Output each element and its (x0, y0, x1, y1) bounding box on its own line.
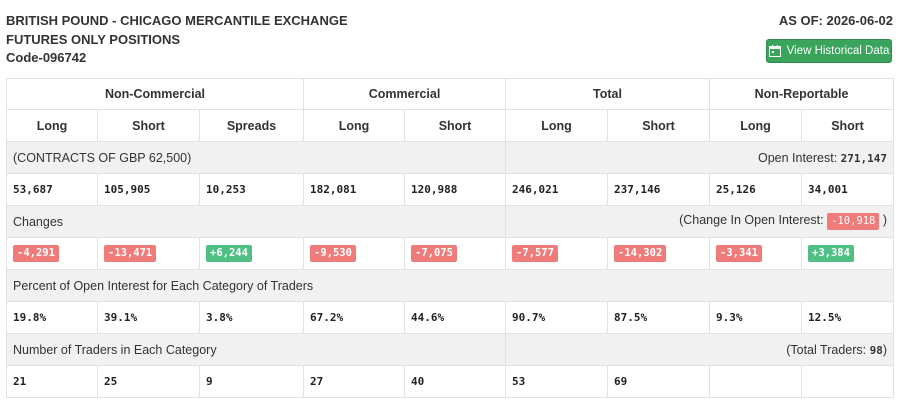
percent-cell: 12.5% (801, 301, 895, 334)
contracts-label: (CONTRACTS OF GBP 62,500) (5, 141, 507, 174)
change-oi-badge: -10,918 (827, 213, 880, 230)
position-cell: 34,001 (801, 173, 895, 206)
change-open-interest: (Change In Open Interest: -10,918 ) (505, 205, 895, 238)
report-header: BRITISH POUND - CHICAGO MERCANTILE EXCHA… (0, 0, 900, 76)
col-header: Long (709, 109, 803, 142)
col-header: Long (505, 109, 609, 142)
traders-cell (801, 365, 895, 398)
change-badge: -14,302 (614, 245, 667, 262)
contract-code: Code-096742 (6, 50, 87, 65)
percent-label: Percent of Open Interest for Each Catego… (5, 269, 895, 302)
view-historical-data-label: View Historical Data (786, 45, 890, 57)
percent-cell: 87.5% (607, 301, 711, 334)
open-interest-label: Open Interest: (757, 150, 841, 165)
total-traders-close: ) (882, 342, 888, 357)
col-header: Short (607, 109, 711, 142)
change-cell: -3,341 (709, 237, 803, 270)
traders-cell: 25 (97, 365, 200, 398)
percent-row: 19.8% 39.1% 3.8% 67.2% 44.6% 90.7% 87.5%… (6, 301, 895, 334)
percent-section-row: Percent of Open Interest for Each Catego… (5, 269, 895, 302)
traders-cell: 69 (607, 365, 711, 398)
group-header-row: Non-Commercial Commercial Total Non-Repo… (5, 78, 895, 110)
position-cell: 25,126 (709, 173, 803, 206)
percent-cell: 67.2% (303, 301, 406, 334)
position-cell: 237,146 (607, 173, 711, 206)
percent-cell: 19.8% (6, 301, 98, 334)
positions-row: 53,687 105,905 10,253 182,081 120,988 24… (6, 173, 895, 206)
col-header: Long (303, 109, 406, 142)
change-badge: -7,075 (411, 245, 457, 262)
change-cell: +6,244 (198, 237, 305, 270)
traders-cell: 9 (198, 365, 305, 398)
change-cell: -9,530 (303, 237, 406, 270)
group-total: Total (505, 78, 711, 110)
percent-cell: 9.3% (709, 301, 803, 334)
traders-cell: 21 (6, 365, 98, 398)
percent-cell: 39.1% (97, 301, 200, 334)
change-badge: +3,384 (808, 245, 854, 262)
change-cell: +3,384 (801, 237, 895, 270)
position-cell: 10,253 (198, 173, 305, 206)
col-header: Short (97, 109, 200, 142)
title-line-2: FUTURES ONLY POSITIONS (6, 31, 181, 47)
traders-cell: 27 (303, 365, 406, 398)
group-non-commercial: Non-Commercial (5, 78, 305, 110)
column-header-row: Long Short Spreads Long Short Long Short… (6, 109, 895, 142)
traders-section-row: Number of Traders in Each Category (Tota… (5, 333, 895, 366)
total-traders-value: 98 (869, 343, 883, 357)
as-of-date: AS OF: 2026-06-02 (778, 13, 893, 28)
position-cell: 246,021 (505, 173, 609, 206)
percent-cell: 44.6% (404, 301, 507, 334)
col-header: Short (404, 109, 507, 142)
change-cell: -4,291 (6, 237, 98, 270)
change-badge: -3,341 (716, 245, 762, 262)
percent-cell: 90.7% (505, 301, 609, 334)
change-badge: -7,577 (512, 245, 558, 262)
contracts-section-row: (CONTRACTS OF GBP 62,500) Open Interest:… (5, 141, 895, 174)
position-cell: 105,905 (97, 173, 200, 206)
view-historical-data-button[interactable]: View Historical Data (766, 39, 892, 63)
changes-label: Changes (5, 205, 507, 238)
change-badge: -13,471 (104, 245, 157, 262)
calendar-icon (768, 45, 781, 57)
col-header: Short (801, 109, 895, 142)
traders-row: 21 25 9 27 40 53 69 (6, 365, 895, 398)
change-badge: -4,291 (13, 245, 59, 262)
traders-label: Number of Traders in Each Category (5, 333, 507, 366)
position-cell: 53,687 (6, 173, 98, 206)
change-badge: -9,530 (310, 245, 356, 262)
change-cell: -14,302 (607, 237, 711, 270)
open-interest-value: 271,147 (840, 151, 888, 165)
total-traders: (Total Traders: 98) (505, 333, 895, 366)
changes-row: -4,291 -13,471 +6,244 -9,530 -7,075 -7,5… (6, 237, 895, 270)
cot-positions-table: Non-Commercial Commercial Total Non-Repo… (5, 78, 895, 398)
percent-cell: 3.8% (198, 301, 305, 334)
change-badge: +6,244 (206, 245, 252, 262)
change-cell: -7,075 (404, 237, 507, 270)
position-cell: 182,081 (303, 173, 406, 206)
total-traders-label: (Total Traders: (786, 342, 870, 357)
change-cell: -13,471 (97, 237, 200, 270)
change-oi-label: (Change In Open Interest: (679, 213, 828, 227)
changes-section-row: Changes (Change In Open Interest: -10,91… (5, 205, 895, 238)
position-cell: 120,988 (404, 173, 507, 206)
group-non-reportable: Non-Reportable (709, 78, 895, 110)
traders-cell: 53 (505, 365, 609, 398)
change-oi-close: ) (879, 213, 888, 227)
report-title: BRITISH POUND - CHICAGO MERCANTILE EXCHA… (6, 12, 348, 68)
group-commercial: Commercial (303, 78, 507, 110)
title-line-1: BRITISH POUND - CHICAGO MERCANTILE EXCHA… (6, 13, 348, 28)
traders-cell (709, 365, 803, 398)
col-header: Spreads (198, 109, 305, 142)
traders-cell: 40 (404, 365, 507, 398)
col-header: Long (6, 109, 98, 142)
open-interest: Open Interest: 271,147 (505, 141, 895, 174)
change-cell: -7,577 (505, 237, 609, 270)
